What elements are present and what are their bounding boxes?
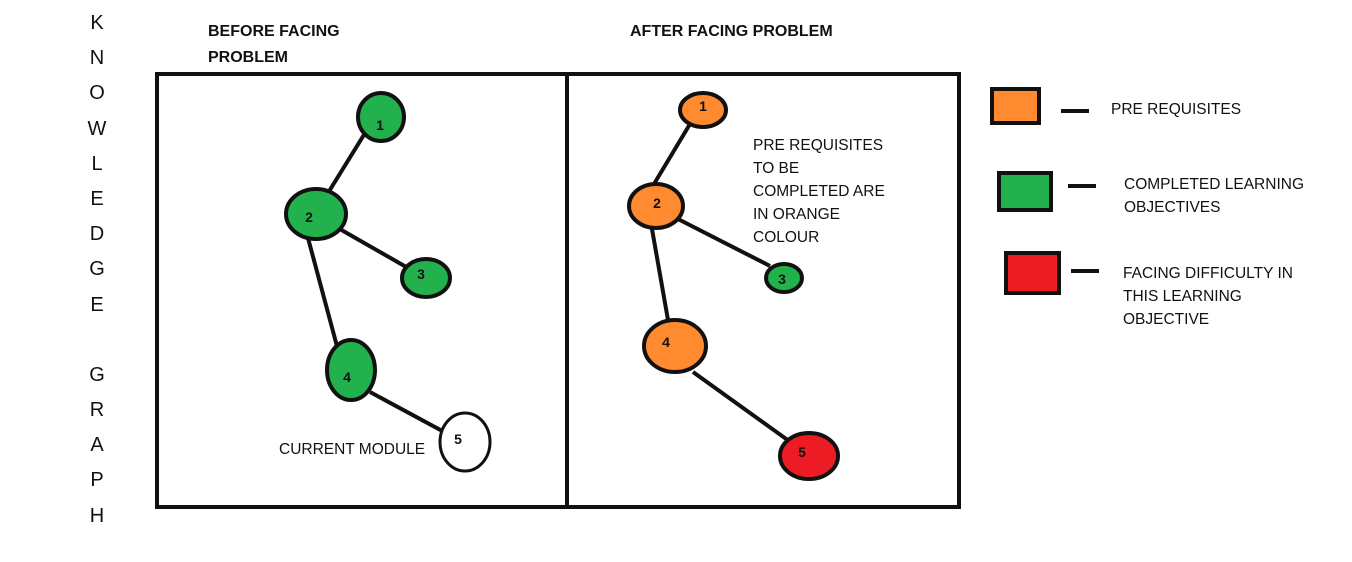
note-line: COLOUR [753, 229, 819, 246]
node-label: 1 [699, 98, 707, 114]
node-label: 2 [305, 209, 313, 225]
legend-swatch-completed [997, 171, 1053, 212]
edge-2-3 [675, 216, 771, 268]
before-heading-line1: BEFORE FACING [208, 23, 340, 40]
current-module-label: CURRENT MODULE [279, 441, 425, 458]
before-node-1: 1 [356, 91, 406, 143]
legend-line: OBJECTIVE [1123, 311, 1210, 328]
legend-swatch-difficulty [1004, 251, 1061, 295]
note-line: IN ORANGE [753, 206, 840, 223]
edge-4-5 [369, 390, 447, 435]
edge-1-2 [326, 123, 372, 195]
after-node-5: 5 [778, 431, 840, 481]
edge-1-2 [649, 122, 692, 191]
diagram-frame [155, 72, 961, 509]
node-circle [778, 431, 840, 481]
title-letter: D [89, 223, 105, 246]
legend-dash [1061, 109, 1089, 113]
legend-line: OBJECTIVES [1124, 199, 1221, 216]
title-letter: K [90, 12, 104, 34]
node-circle [627, 182, 685, 230]
legend-swatch-prerequisites [990, 87, 1041, 125]
title-letter: A [90, 434, 104, 457]
node-circle [400, 257, 452, 299]
title-letter: O [89, 82, 105, 105]
edge-2-4 [306, 237, 340, 351]
node-label: 1 [376, 117, 384, 133]
node-circle [356, 91, 406, 143]
edge-2-3 [337, 226, 409, 270]
vertical-title: K N O W L E D G E G R A P H [86, 6, 108, 534]
title-letter: H [89, 504, 105, 527]
node-label: 4 [343, 369, 351, 385]
edge-2-4 [650, 228, 670, 321]
after-node-1: 1 [678, 91, 728, 129]
after-node-3: 3 [764, 262, 804, 294]
legend-dash [1068, 184, 1096, 188]
before-node-3: 3 [400, 257, 452, 299]
before-heading-line2: PROBLEM [208, 49, 288, 66]
node-label: 2 [653, 195, 661, 211]
title-letter: W [87, 117, 107, 140]
before-node-2: 2 [284, 187, 348, 241]
before-node-5: 5 [438, 411, 492, 473]
title-letter: P [90, 469, 104, 492]
node-label: 3 [778, 271, 786, 287]
node-label: 5 [454, 431, 462, 447]
node-circle [764, 262, 804, 294]
before-node-4: 4 [325, 338, 377, 402]
prerequisite-note: PRE REQUISITES TO BE COMPLETED ARE IN OR… [753, 137, 889, 246]
title-letter: E [90, 293, 104, 316]
legend-line: FACING DIFFICULTY IN [1123, 265, 1293, 282]
node-circle [284, 187, 348, 241]
after-edges [649, 122, 791, 443]
legend-dash [1071, 269, 1099, 273]
legend-line: PRE REQUISITES [1111, 101, 1242, 118]
before-graph: 1 2 3 4 5 CURRENT MODULE [279, 91, 492, 473]
node-label: 5 [798, 444, 806, 460]
note-line: TO BE [753, 160, 799, 177]
title-letter: G [89, 258, 105, 281]
node-circle [438, 411, 492, 473]
title-letter: G [89, 363, 105, 386]
node-label: 4 [662, 334, 670, 350]
before-edges [306, 123, 447, 435]
legend-label-prerequisites: PRE REQUISITES [1111, 98, 1311, 121]
after-node-4: 4 [642, 318, 708, 374]
legend-line: THIS LEARNING [1123, 288, 1242, 305]
node-circle [325, 338, 377, 402]
legend-label-completed: COMPLETED LEARNING OBJECTIVES [1124, 173, 1324, 219]
after-node-2: 2 [627, 182, 685, 230]
legend-line: COMPLETED LEARNING [1124, 176, 1305, 193]
after-graph: 1 2 3 4 5 PRE REQUISITES TO BE COMPLETED… [627, 91, 889, 481]
node-circle [642, 318, 708, 374]
note-line: PRE REQUISITES [753, 137, 883, 154]
before-panel-heading: BEFORE FACING PROBLEM [208, 19, 378, 71]
title-letter: E [90, 187, 104, 210]
title-letter: L [91, 152, 103, 175]
after-panel-heading: AFTER FACING PROBLEM [630, 23, 833, 40]
legend-label-difficulty: FACING DIFFICULTY IN THIS LEARNING OBJEC… [1123, 262, 1323, 331]
node-circle [678, 91, 728, 129]
note-line: COMPLETED ARE [753, 183, 885, 200]
node-label: 3 [417, 266, 425, 282]
edge-4-5 [691, 370, 791, 443]
title-letter: N [89, 47, 105, 70]
title-letter: R [89, 399, 105, 422]
